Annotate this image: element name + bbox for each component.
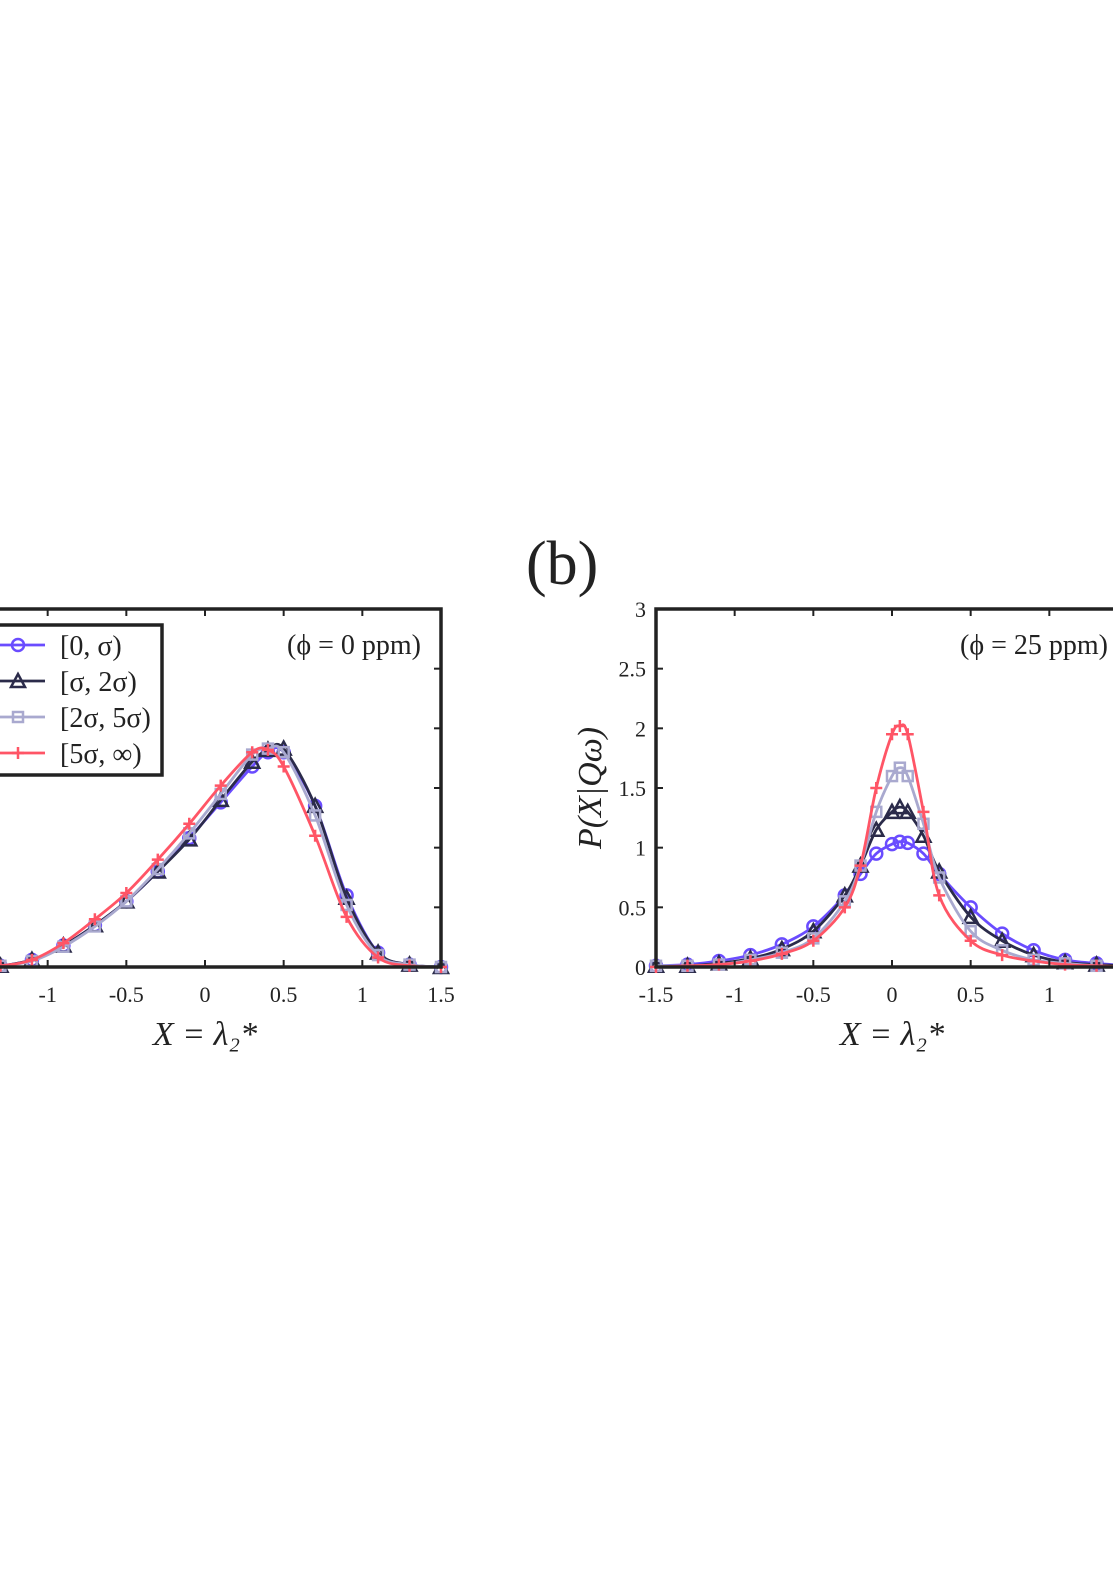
- data-point-square: [893, 761, 907, 774]
- x-axis-label: X = λ₂*: [838, 1016, 944, 1053]
- x-tick-label: -0.5: [796, 982, 831, 1007]
- data-point-circle: [884, 836, 900, 852]
- legend: [0, σ) [σ, 2σ) [2σ, 5σ) [5σ, ∞): [0, 623, 164, 777]
- data-point-triangle: [890, 797, 909, 815]
- data-point-triangle: [898, 802, 917, 820]
- panel-a: -1.5-1-0.500.511.5X = λ₂*(ϕ = 0 ppm)[0, …: [0, 607, 455, 1053]
- data-point-plus: [744, 955, 757, 968]
- data-point-plus: [886, 728, 898, 741]
- series-2: [646, 797, 1113, 974]
- legend-label: [σ, 2σ): [60, 667, 137, 698]
- condition-annotation: (ϕ = 0 ppm): [287, 630, 421, 661]
- x-tick-label: 1: [1044, 982, 1055, 1007]
- data-point-plus: [246, 746, 259, 759]
- panel-label: (b): [526, 530, 598, 598]
- legend-marker-plus: [12, 747, 24, 759]
- data-point-plus: [277, 760, 290, 773]
- series-line: [0, 742, 442, 969]
- legend-marker-triangle: [8, 671, 28, 689]
- legend-entry: [0, σ): [0, 631, 122, 662]
- legend-marker-square: [11, 710, 25, 724]
- data-point-plus: [854, 859, 867, 872]
- legend-marker-circle: [10, 637, 26, 653]
- data-point-square: [885, 769, 899, 783]
- data-point-square: [308, 809, 322, 822]
- data-point-plus: [807, 934, 820, 947]
- data-point-plus: [214, 779, 227, 792]
- legend-label: [5σ, ∞): [60, 739, 142, 770]
- data-point-circle: [869, 846, 884, 861]
- series-3: [649, 761, 1113, 973]
- data-point-plus: [309, 829, 322, 842]
- data-point-triangle: [961, 907, 980, 925]
- data-point-plus: [372, 951, 385, 964]
- legend-label: [2σ, 5σ): [60, 703, 151, 734]
- data-point-plus: [964, 934, 977, 947]
- x-tick-label: 1: [357, 982, 368, 1007]
- x-tick-label: 0.5: [270, 982, 298, 1007]
- data-point-plus: [917, 805, 930, 818]
- x-tick-label: 1.5: [427, 982, 455, 1007]
- data-point-plus: [183, 817, 196, 830]
- series-3: [0, 742, 448, 974]
- y-tick-label: 2.5: [619, 657, 647, 682]
- y-tick-label: 2: [635, 716, 646, 741]
- data-point-square: [277, 745, 290, 759]
- x-tick-label: -1: [39, 982, 57, 1007]
- series-4: [650, 719, 1113, 973]
- data-point-triangle: [867, 820, 886, 838]
- legend-entry: [σ, 2σ): [0, 667, 137, 698]
- series-line: [655, 840, 1113, 968]
- x-tick-label: -1: [726, 982, 744, 1007]
- legend-entry: [5σ, ∞): [0, 739, 142, 770]
- series-line: [655, 805, 1113, 968]
- y-tick-label: 0.5: [619, 895, 647, 920]
- series-line: [0, 746, 442, 969]
- y-tick-label: 0: [635, 955, 646, 980]
- data-point-plus: [870, 782, 883, 794]
- data-point-plus: [88, 913, 101, 926]
- data-point-circle: [900, 835, 915, 851]
- data-point-plus: [151, 853, 164, 866]
- series-line: [655, 723, 1113, 969]
- series-line: [655, 766, 1113, 968]
- y-tick-label: 1: [635, 836, 646, 861]
- series-line: [0, 744, 442, 969]
- data-point-triangle: [243, 752, 262, 769]
- x-tick-label: 0.5: [957, 982, 985, 1007]
- data-point-plus: [901, 728, 914, 741]
- series-1: [648, 834, 1113, 974]
- x-tick-label: 0: [887, 982, 898, 1007]
- panel-b: -1.5-1-0.500.511.500.511.522.53X = λ₂*P(…: [526, 530, 1113, 1053]
- data-point-plus: [893, 719, 906, 732]
- data-point-plus: [838, 901, 851, 914]
- condition-annotation: (ϕ = 25 ppm): [960, 630, 1108, 661]
- data-point-circle: [963, 900, 978, 915]
- data-point-circle: [892, 834, 908, 849]
- x-tick-label: 0: [200, 982, 211, 1007]
- y-tick-label: 1.5: [619, 776, 647, 801]
- data-point-triangle: [993, 931, 1012, 948]
- data-point-plus: [340, 910, 353, 923]
- data-point-plus: [775, 947, 788, 960]
- y-tick-label: 3: [635, 597, 646, 622]
- legend-box: [0, 623, 164, 777]
- legend-entry: [2σ, 5σ): [0, 703, 151, 734]
- y-axis-label: P(X|Qω): [572, 727, 609, 850]
- data-point-plus: [25, 953, 38, 966]
- data-point-plus: [120, 887, 133, 900]
- data-point-plus: [996, 949, 1009, 962]
- x-tick-label: -1.5: [639, 982, 674, 1007]
- data-point-plus: [933, 889, 946, 902]
- x-axis-label: X = λ₂*: [151, 1016, 257, 1053]
- x-tick-label: -0.5: [109, 982, 144, 1007]
- data-point-plus: [261, 743, 274, 756]
- data-point-plus: [57, 937, 70, 950]
- legend-label: [0, σ): [60, 631, 122, 662]
- data-point-square: [901, 769, 914, 783]
- data-point-triangle: [882, 802, 902, 820]
- data-point-plus: [1027, 955, 1040, 968]
- series-4: [0, 743, 447, 973]
